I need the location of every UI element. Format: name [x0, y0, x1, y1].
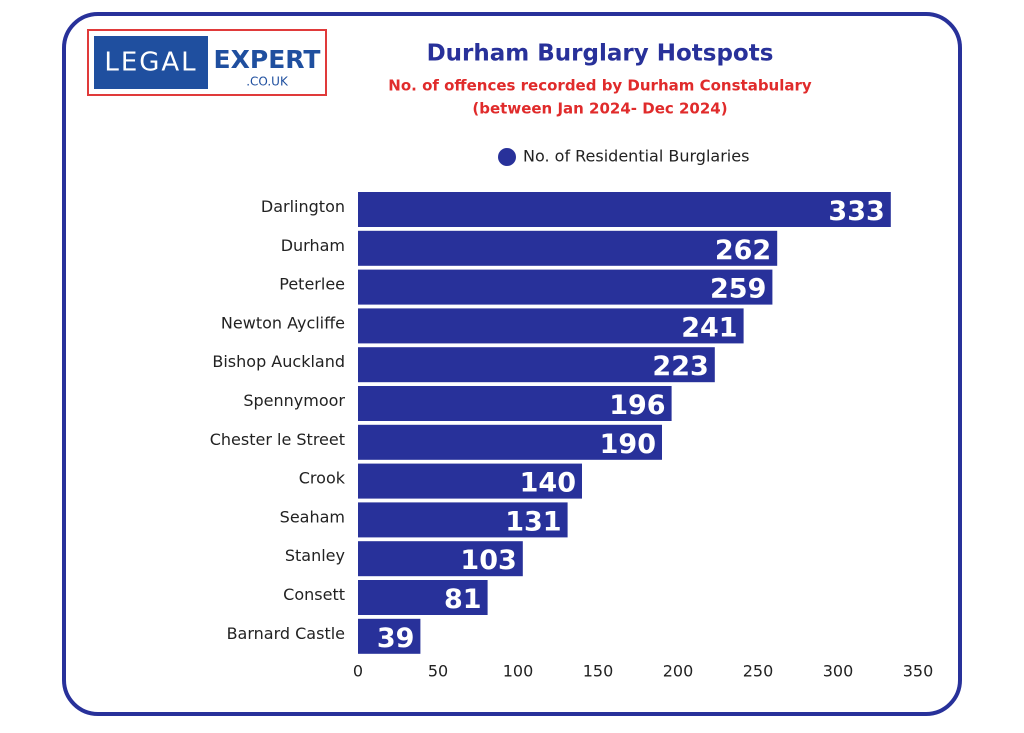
bar: [358, 192, 891, 227]
x-tick-label: 350: [903, 662, 934, 681]
y-tick-label: Durham: [281, 236, 345, 255]
x-tick-label: 50: [428, 662, 448, 681]
bar: [358, 230, 778, 266]
chart-subtitle: (between Jan 2024- Dec 2024): [472, 100, 727, 118]
bar: [358, 269, 773, 305]
data-label: 241: [681, 312, 737, 343]
logo: LEGAL EXPERT .CO.UK: [87, 29, 327, 96]
y-tick-label: Spennymoor: [243, 391, 345, 410]
x-tick-label: 200: [663, 662, 694, 681]
bar: [358, 502, 568, 538]
legend-label: No. of Residential Burglaries: [523, 147, 749, 166]
bar: [358, 424, 662, 460]
y-tick-label: Newton Aycliffe: [221, 313, 345, 332]
data-label: 262: [715, 235, 771, 266]
data-label: 81: [444, 584, 482, 615]
y-tick-label: Peterlee: [279, 275, 345, 294]
x-tick-label: 0: [353, 662, 363, 681]
x-tick-label: 150: [583, 662, 614, 681]
x-tick-label: 300: [823, 662, 854, 681]
y-tick-label: Bishop Auckland: [212, 352, 345, 371]
bar: [358, 347, 715, 383]
x-tick-label: 250: [743, 662, 774, 681]
y-tick-label: Consett: [283, 585, 345, 604]
data-label: 196: [609, 390, 665, 421]
x-tick-label: 100: [503, 662, 534, 681]
bar: [358, 386, 672, 421]
y-tick-label: Stanley: [285, 546, 345, 565]
logo-box: [94, 36, 208, 89]
y-tick-label: Chester le Street: [210, 430, 345, 449]
bar: [358, 308, 744, 344]
data-label: 333: [828, 196, 884, 227]
data-label: 259: [710, 274, 766, 305]
data-label: 103: [460, 545, 516, 576]
data-label: 140: [520, 468, 576, 499]
logo-right: EXPERT: [214, 45, 321, 74]
y-tick-label: Darlington: [261, 197, 345, 216]
bar: [358, 541, 523, 577]
bar: [358, 618, 421, 654]
chart-title: Durham Burglary Hotspots: [427, 41, 774, 67]
y-tick-label: Crook: [299, 469, 346, 488]
data-label: 131: [505, 506, 561, 537]
y-tick-label: Seaham: [280, 507, 345, 526]
logo-sub: .CO.UK: [246, 75, 289, 89]
chart-subtitle: No. of offences recorded by Durham Const…: [388, 77, 812, 95]
data-label: 190: [600, 429, 656, 460]
bar: [358, 463, 582, 499]
y-tick-label: Barnard Castle: [227, 624, 345, 643]
data-label: 223: [652, 351, 708, 382]
logo-left: LEGAL: [104, 48, 197, 78]
legend-marker: [498, 148, 516, 166]
bar: [358, 580, 488, 615]
data-label: 39: [377, 623, 415, 654]
